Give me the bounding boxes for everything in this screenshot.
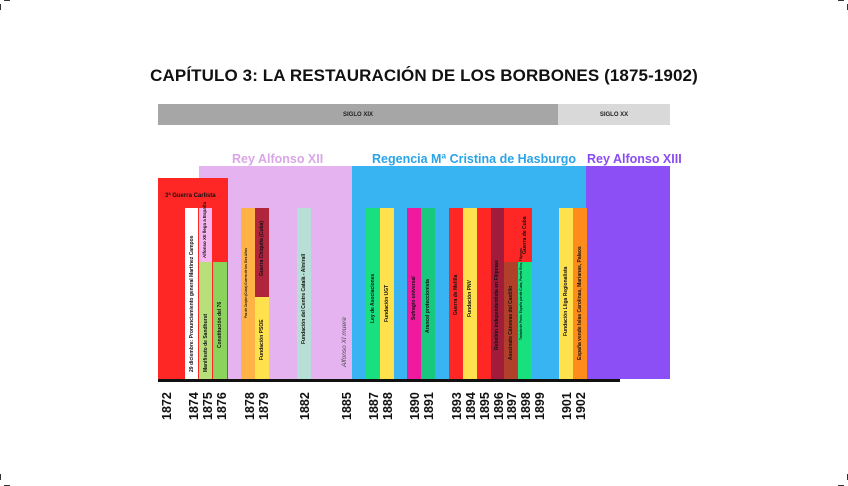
crop-mark xyxy=(0,474,1,480)
event-bar-alfonso-llega xyxy=(199,208,212,262)
event-bar-tratado-paris xyxy=(518,262,532,379)
event-label-sandhurst: Manifiesto de Sandhurst xyxy=(203,313,209,372)
page-title: CAPÍTULO 3: LA RESTAURACIÓN DE LOS BORBO… xyxy=(150,66,698,85)
year-label: 1893 xyxy=(450,392,464,420)
event-bar-ley-asociaciones xyxy=(366,208,380,379)
year-label: 1901 xyxy=(560,392,574,420)
timeline-axis xyxy=(158,379,620,382)
year-label: 1878 xyxy=(243,392,257,420)
event-label-alfonso-llega: Alfonso XII llega a España xyxy=(202,201,207,258)
event-bar-centre-catala xyxy=(297,208,311,379)
year-label: 1882 xyxy=(298,392,312,420)
event-bar-psoe xyxy=(255,297,269,379)
year-label: 1875 xyxy=(201,392,215,420)
reign-alfonso-xiii xyxy=(586,166,670,379)
reign-label-regencia: Regencia Mª Cristina de Hasburgo xyxy=(372,152,576,166)
event-bar-sufragio xyxy=(407,208,421,379)
year-label: 1897 xyxy=(505,392,519,420)
year-label: 1902 xyxy=(574,392,588,420)
event-label-islas: España vende Islas Carolinas, Marianas, … xyxy=(577,246,583,360)
reign-label-alfonso-xii: Rey Alfonso XII xyxy=(232,152,324,166)
crop-mark xyxy=(0,4,1,10)
event-label-sufragio: Sufragio universal xyxy=(411,276,417,320)
crop-mark xyxy=(838,0,844,1)
year-label: 1887 xyxy=(367,392,381,420)
event-bar-constitucion xyxy=(213,262,227,379)
event-label-centre-catala: Fundación del Centre Català - Almirall xyxy=(301,253,307,344)
year-label: 1890 xyxy=(408,392,422,420)
year-label: 1888 xyxy=(381,392,395,420)
event-label-psoe: Fundación PSOE xyxy=(259,319,265,360)
event-bar-filipinas xyxy=(477,208,491,379)
event-label-ley-asociaciones: Ley de Asociaciones xyxy=(370,273,376,323)
year-label: 1899 xyxy=(533,392,547,420)
crop-mark xyxy=(4,0,10,1)
year-label: 1874 xyxy=(187,392,201,420)
event-label-guerra-chiquita: Guerra Chiquita (Cuba) xyxy=(259,220,265,276)
year-label: 1895 xyxy=(478,392,492,420)
event-bar-pronunciamiento xyxy=(185,208,198,379)
event-label-alfonso-muere: Alfonso XI muere xyxy=(341,317,348,367)
event-label-tercera-guerra-carlista: 3ª Guerra Carlista xyxy=(165,193,216,199)
year-label: 1898 xyxy=(519,392,533,420)
event-bar-arancel xyxy=(421,208,435,379)
event-label-arancel: Arancel proteccionista xyxy=(425,279,431,333)
event-label-ugt: Fundación UGT xyxy=(384,284,390,322)
event-bar-canovas xyxy=(504,262,518,379)
event-label-filipinas: Rebelión independentista en Filipinas xyxy=(494,260,500,350)
event-bar-pnv xyxy=(463,208,477,379)
century-label: SIGLO XIX xyxy=(342,111,373,118)
year-label: 1896 xyxy=(492,392,506,420)
event-label-pronunciamiento: 29 diciembre: Pronunciamiento general Ma… xyxy=(189,235,195,372)
century-bar-siglo-xx: SIGLO XX xyxy=(558,104,670,125)
century-label: SIGLO XX xyxy=(599,111,629,118)
event-bar-ugt xyxy=(380,208,394,379)
event-bar-melilla xyxy=(449,208,463,379)
year-label: 1879 xyxy=(257,392,271,420)
event-bar-paz-zanjon xyxy=(241,208,255,379)
event-bar-lliga xyxy=(559,208,573,379)
year-label: 1876 xyxy=(215,392,229,420)
year-label: 1872 xyxy=(160,392,174,420)
event-label-paz-zanjon: Paz de Zanjón (Cuba) Guerra de los Diez … xyxy=(244,247,248,318)
event-bar-islas xyxy=(573,208,587,379)
event-label-lliga: Fundación Lliga Regionalista xyxy=(563,266,569,336)
event-label-canovas: Asesinato Cánovas del Castillo xyxy=(508,285,514,360)
event-bar-guerra-chiquita xyxy=(255,208,269,297)
event-bar-filipinas-b xyxy=(491,208,504,379)
event-label-constitucion: Constitución del 76 xyxy=(217,301,223,348)
event-label-pnv: Fundación PNV xyxy=(467,280,473,317)
year-label: 1891 xyxy=(422,392,436,420)
event-bar-sandhurst xyxy=(199,262,212,379)
year-label: 1894 xyxy=(464,392,478,420)
reign-label-alfonso-xiii: Rey Alfonso XIII xyxy=(587,152,682,166)
event-bar-guerra-cuba xyxy=(504,208,532,262)
event-label-tratado-paris: Tratado de París: España pierde Cuba, Pu… xyxy=(519,248,523,340)
century-bar-siglo-xix: SIGLO XIX xyxy=(158,104,558,125)
year-label: 1885 xyxy=(340,392,354,420)
event-label-melilla: Guerra de Melilla xyxy=(453,274,459,315)
